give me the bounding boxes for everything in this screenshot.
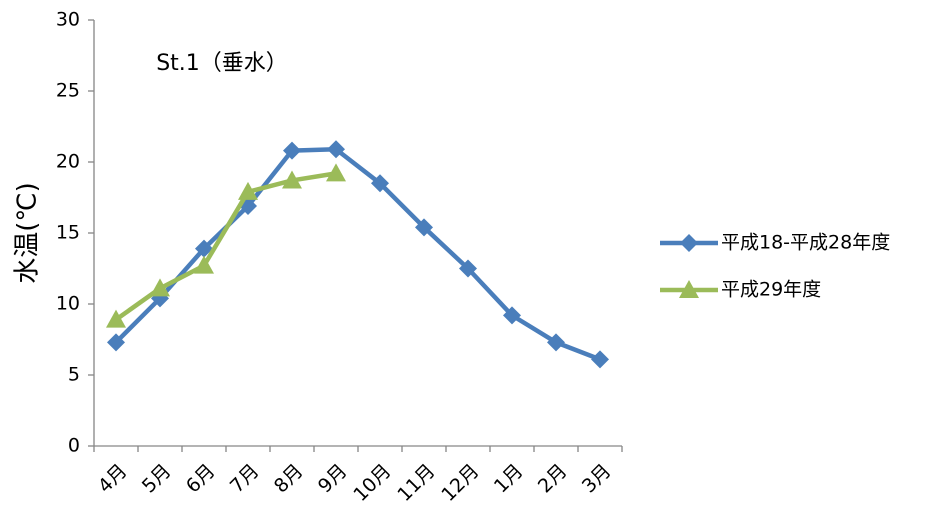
- y-tick-label: 5: [68, 364, 80, 386]
- x-tick-label: 9月: [314, 460, 352, 498]
- marker: [459, 259, 477, 278]
- x-tick-label: 3月: [578, 460, 616, 498]
- marker: [591, 350, 609, 369]
- x-tick-label: 5月: [138, 460, 176, 498]
- x-tick-label: 10月: [349, 460, 395, 506]
- y-tick-label: 0: [68, 435, 80, 457]
- x-tick-label: 11月: [393, 460, 439, 506]
- marker: [194, 255, 214, 274]
- marker: [680, 234, 698, 252]
- x-tick-label: 8月: [270, 460, 308, 498]
- marker: [195, 239, 213, 258]
- series-line: [114, 146, 601, 362]
- marker: [503, 306, 521, 325]
- y-tick-label: 10: [56, 293, 80, 315]
- x-tick-label: 2月: [534, 460, 572, 498]
- marker: [238, 181, 258, 200]
- y-tick-label: 30: [56, 9, 80, 31]
- x-tick-label: 6月: [182, 460, 220, 498]
- marker: [283, 141, 301, 160]
- marker: [327, 140, 345, 159]
- x-tick-label: 12月: [437, 460, 483, 506]
- marker: [150, 278, 170, 297]
- x-tick-label: 1月: [490, 460, 528, 498]
- series-line: [114, 171, 337, 322]
- marker: [679, 280, 699, 298]
- marker: [282, 170, 302, 189]
- y-tick-label: 20: [56, 151, 80, 173]
- marker: [415, 218, 433, 237]
- legend-label: 平成29年度: [721, 279, 821, 301]
- x-tick-label: 4月: [94, 460, 132, 498]
- x-tick-label: 7月: [226, 460, 264, 498]
- y-tick-label: 25: [56, 80, 80, 102]
- marker: [547, 333, 565, 352]
- marker: [107, 333, 125, 352]
- y-axis-label: 水温(℃): [13, 182, 43, 284]
- y-tick-label: 15: [56, 222, 80, 244]
- marker: [106, 309, 126, 328]
- legend-label: 平成18-平成28年度: [721, 232, 890, 254]
- marker: [371, 174, 389, 193]
- chart-title: St.1（垂水）: [156, 51, 288, 76]
- marker: [326, 163, 346, 182]
